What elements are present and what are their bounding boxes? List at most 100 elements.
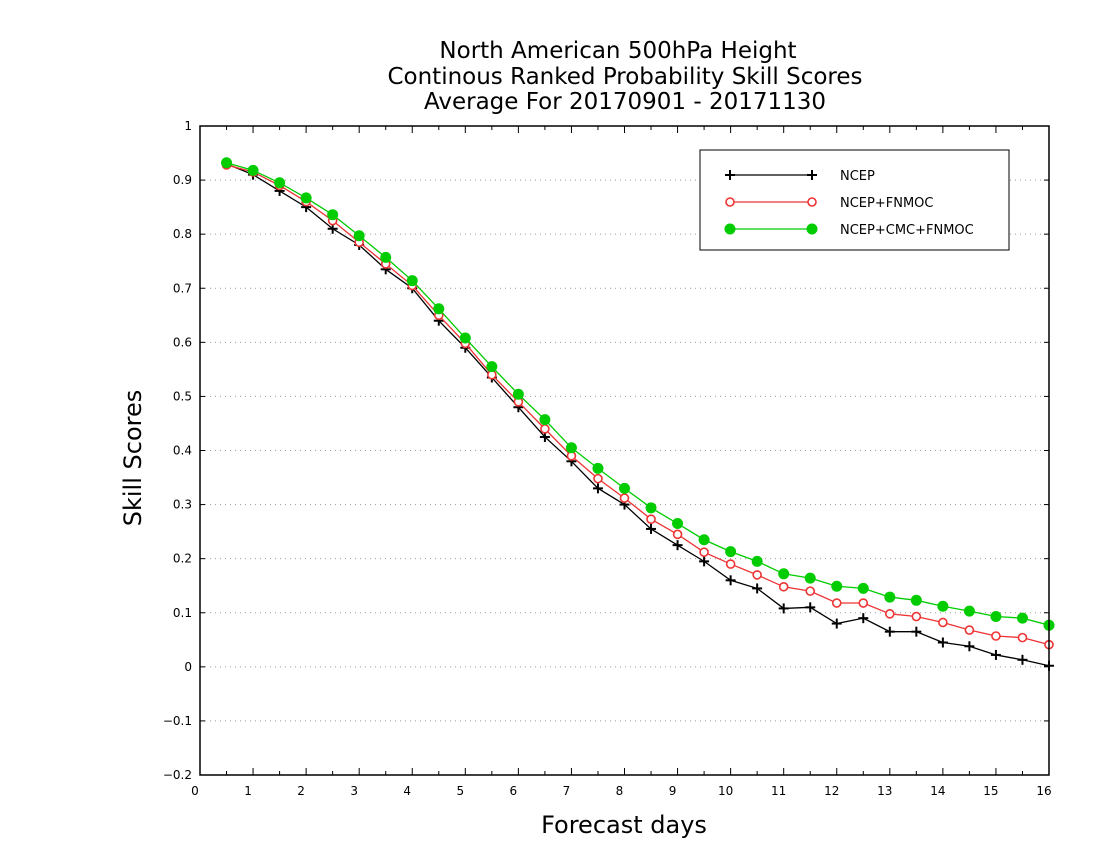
data-point [805, 602, 816, 613]
x-tick-label: 13 [877, 784, 892, 798]
x-tick-label: 5 [456, 784, 464, 798]
data-point [540, 424, 550, 434]
data-point [778, 603, 789, 614]
data-point [885, 609, 895, 619]
data-point [805, 586, 816, 596]
data-point [725, 197, 735, 207]
data-point [672, 518, 684, 530]
y-tick-label: 0.8 [173, 227, 192, 241]
data-point [486, 361, 498, 373]
data-point [699, 547, 709, 557]
x-tick-label: 12 [824, 784, 839, 798]
axis-ticks: −0.2−0.100.10.20.30.40.50.60.70.80.910 1 2… [163, 119, 1052, 798]
data-point [565, 442, 577, 454]
data-point [645, 502, 657, 514]
x-tick-label: 1 [244, 784, 252, 798]
data-point [807, 197, 817, 207]
data-point [725, 559, 736, 569]
data-point [937, 600, 949, 612]
data-point [699, 556, 710, 567]
data-point [619, 493, 630, 503]
title-line-1: North American 500hPa Height [439, 38, 796, 64]
data-point [433, 303, 445, 315]
data-point [911, 611, 922, 622]
y-tick-label: 0 [184, 660, 192, 674]
x-tick-label: 7 [563, 784, 571, 798]
data-point [672, 540, 683, 551]
y-tick-label: 1 [184, 119, 192, 133]
data-point [1017, 632, 1028, 643]
plot-frame [199, 125, 1050, 776]
series-layer [221, 157, 1055, 671]
x-tick-label: 6 [510, 784, 518, 798]
legend-label: NCEP [840, 169, 875, 184]
data-point [806, 223, 818, 235]
data-point [619, 482, 630, 494]
y-tick-label: 0.5 [173, 389, 192, 403]
data-point [751, 555, 763, 567]
x-tick-label: 2 [297, 784, 305, 798]
data-point [512, 388, 524, 400]
data-point [593, 473, 603, 484]
y-tick-label: 0.4 [173, 444, 192, 458]
chart-title: North American 500hPa Height Continous R… [387, 38, 862, 115]
data-point [646, 514, 656, 524]
data-point [1016, 612, 1028, 624]
grid-lines [200, 179, 1049, 722]
data-point [990, 649, 1001, 660]
data-point [646, 523, 657, 534]
legend-entry: NCEP+CMC+FNMOC [724, 223, 974, 238]
y-tick-label: −0.1 [163, 714, 192, 728]
series-ncep-cmc-fnmoc [221, 157, 1055, 631]
data-point [752, 583, 763, 594]
data-point [592, 483, 603, 494]
data-point [990, 611, 1002, 623]
data-point [592, 462, 604, 474]
data-point [884, 626, 895, 637]
data-point [858, 613, 869, 624]
x-tick-label: 11 [771, 784, 786, 798]
data-point [380, 251, 392, 263]
y-tick-label: 0.9 [173, 173, 192, 187]
legend-box [699, 149, 1010, 251]
data-point [300, 192, 312, 204]
data-point [991, 631, 1001, 641]
legend-label: NCEP+CMC+FNMOC [840, 223, 974, 238]
data-point [698, 534, 710, 546]
data-point [778, 581, 789, 592]
x-tick-label: 8 [616, 784, 624, 798]
data-point [831, 580, 843, 592]
x-axis-label: Forecast days [541, 811, 707, 839]
data-point [937, 637, 948, 648]
y-tick-label: 0.3 [173, 498, 192, 512]
data-point [672, 529, 683, 540]
y-axis-label: Skill Scores [119, 390, 147, 527]
data-point [725, 170, 735, 180]
data-point [857, 582, 869, 594]
data-point [807, 170, 817, 180]
data-point [353, 230, 365, 242]
data-point [964, 625, 975, 635]
data-point [804, 572, 816, 584]
legend-entry: NCEP+FNMOC [725, 196, 933, 211]
x-tick-label: 9 [669, 784, 677, 798]
data-point [778, 568, 790, 580]
data-point [327, 209, 339, 221]
y-tick-label: 0.1 [173, 606, 192, 620]
x-tick-label: 10 [718, 784, 733, 798]
data-point [406, 275, 418, 287]
y-tick-label: −0.2 [163, 768, 192, 782]
data-point [831, 598, 842, 608]
data-point [539, 414, 551, 426]
data-point [274, 177, 286, 189]
data-point [963, 605, 975, 617]
data-point [910, 594, 922, 606]
x-tick-label: 16 [1036, 784, 1051, 798]
legend-entry: NCEP [725, 169, 875, 184]
legend-label: NCEP+FNMOC [840, 196, 933, 211]
data-point [858, 598, 869, 608]
title-line-3: Average For 20170901 - 20171130 [424, 89, 826, 115]
x-tick-label: 3 [350, 784, 358, 798]
x-tick-label: 4 [403, 784, 411, 798]
